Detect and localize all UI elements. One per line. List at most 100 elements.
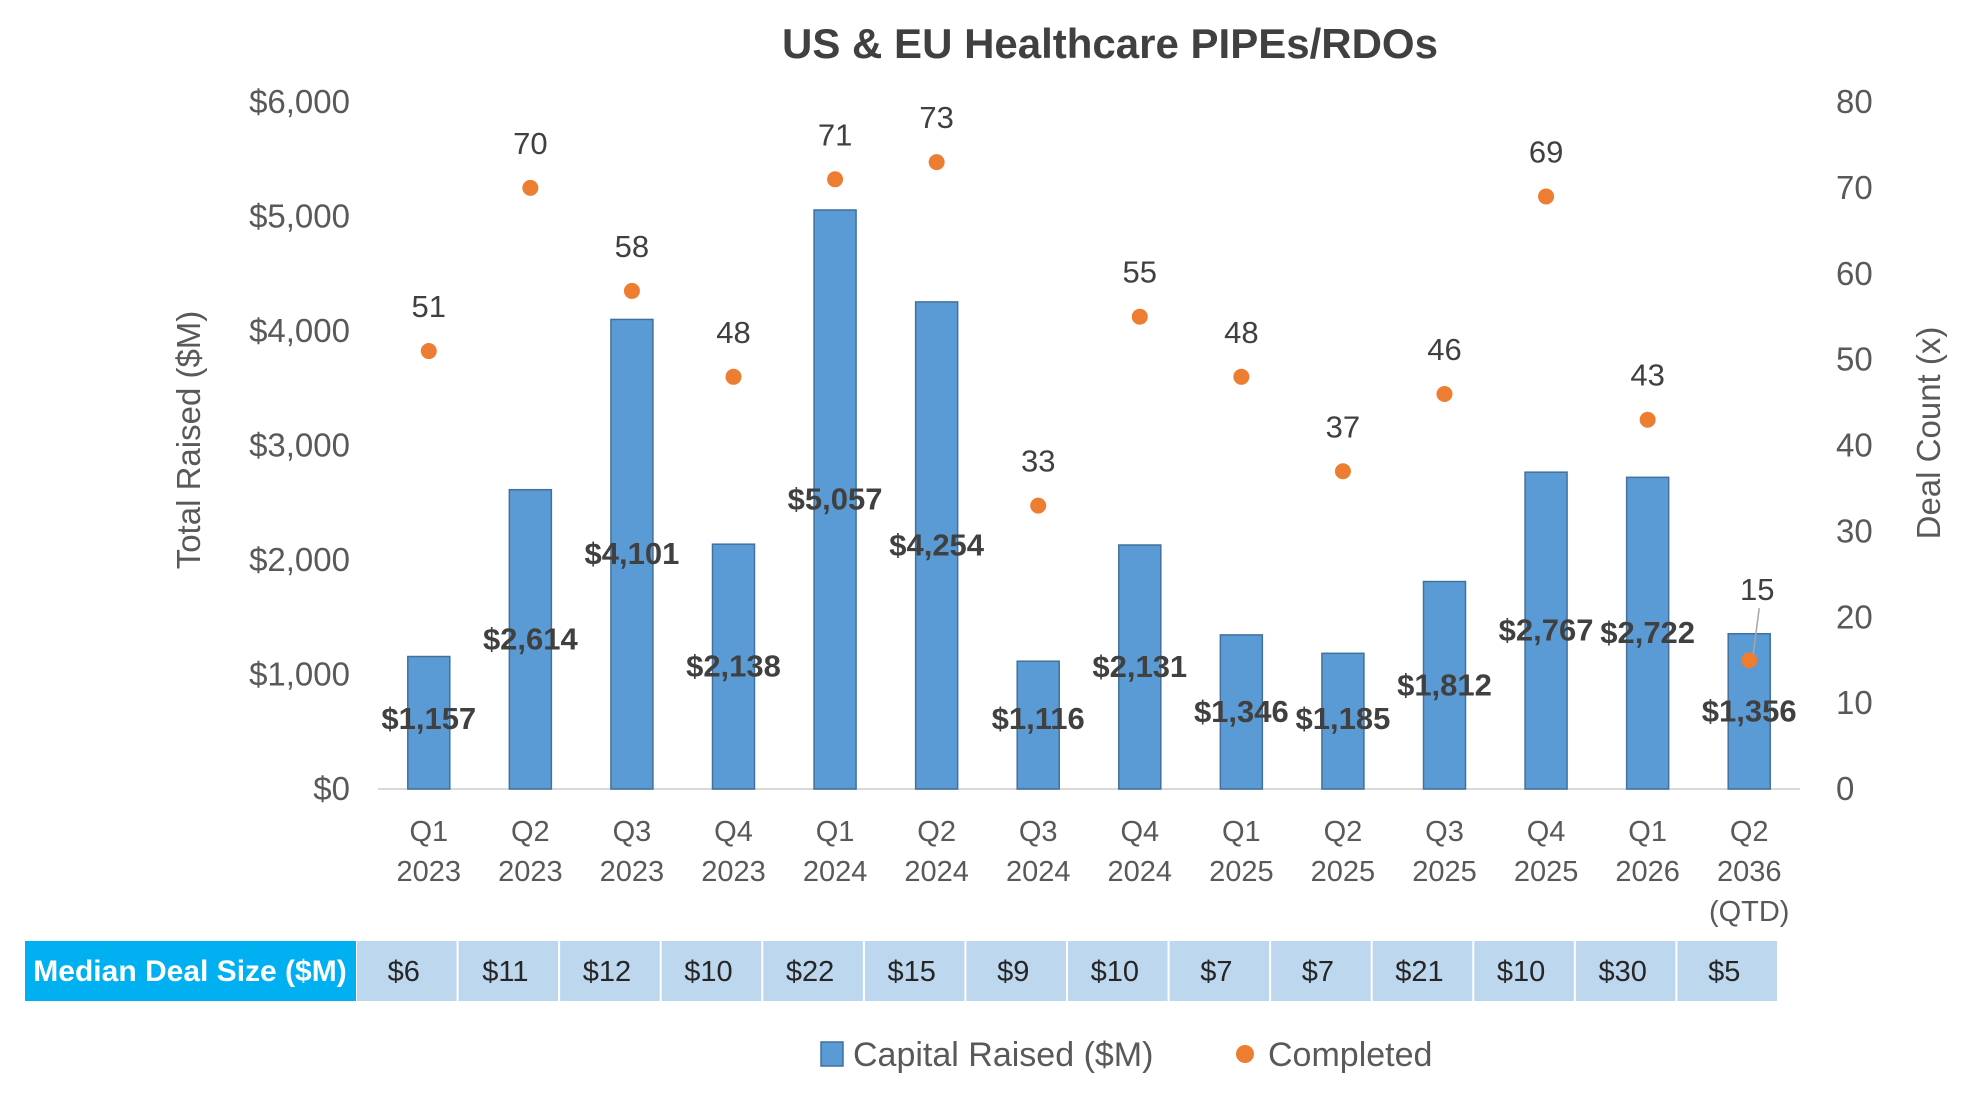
x-tick-line: Q3 bbox=[613, 816, 652, 848]
x-tick-line: Q3 bbox=[1019, 816, 1058, 848]
y2-axis-ticks: 0 10 20 30 40 50 60 70 80 bbox=[1836, 83, 1873, 807]
x-tick-line: 2023 bbox=[600, 856, 665, 888]
x-tick-label: Q4 2025 bbox=[1514, 816, 1579, 888]
x-tick-label: Q1 2026 bbox=[1615, 816, 1680, 888]
completed-data-label: 33 bbox=[1021, 444, 1055, 479]
x-tick-line: 2023 bbox=[498, 856, 563, 888]
bar-capital-raised bbox=[1016, 660, 1060, 790]
x-tick-line: 2036 bbox=[1717, 856, 1782, 888]
y-tick-label: $4,000 bbox=[249, 312, 350, 349]
bar-data-label: $2,131 bbox=[1092, 649, 1187, 684]
legend: Capital Raised ($M) Completed bbox=[820, 1036, 1432, 1074]
completed-data-label: 43 bbox=[1630, 358, 1664, 393]
y-tick-label: $6,000 bbox=[249, 83, 350, 120]
bar-data-label: $1,356 bbox=[1702, 693, 1797, 728]
y-tick-label: $1,000 bbox=[249, 656, 350, 693]
y-axis-ticks: $0 $1,000 $2,000 $3,000 $4,000 $5,000 $6,000 bbox=[249, 83, 350, 807]
median-table-cell bbox=[357, 941, 457, 1001]
x-tick-line: 2023 bbox=[397, 856, 462, 888]
median-table-cell bbox=[1372, 941, 1473, 1001]
median-table-value: $15 bbox=[887, 956, 935, 988]
bar-data-labels: $1,157 $2,614 $4,101 $2,138 $5,057$4,254 $1,1… bbox=[381, 481, 1796, 736]
completed-point bbox=[1233, 368, 1250, 385]
x-tick-line: (QTD) bbox=[1709, 896, 1790, 928]
x-tick-label: Q4 2024 bbox=[1108, 816, 1173, 888]
completed-point bbox=[1741, 652, 1758, 669]
y2-tick-label: 80 bbox=[1836, 83, 1873, 120]
median-table-value: $22 bbox=[786, 956, 834, 988]
median-table-value: $12 bbox=[583, 956, 631, 988]
completed-point bbox=[522, 179, 539, 196]
x-tick-line: 2025 bbox=[1514, 856, 1579, 888]
completed-data-label: 51 bbox=[412, 289, 446, 324]
x-tick-line: Q1 bbox=[1222, 816, 1261, 848]
x-tick-line: 2026 bbox=[1615, 856, 1680, 888]
y-tick-label: $3,000 bbox=[249, 427, 350, 464]
x-tick-line: Q4 bbox=[714, 816, 753, 848]
y-axis-title: Total Raised ($M) bbox=[170, 311, 207, 570]
bar-data-label: $1,116 bbox=[992, 701, 1085, 736]
median-table-cell bbox=[763, 941, 863, 1001]
bar-series bbox=[407, 209, 1771, 790]
median-table-cell bbox=[1271, 941, 1371, 1001]
median-table-header-cell bbox=[25, 941, 356, 1001]
chart-title: US & EU Healthcare PIPEs/RDOs bbox=[782, 20, 1438, 67]
bar-capital-raised bbox=[1625, 476, 1670, 790]
bar-capital-raised bbox=[1321, 652, 1365, 790]
completed-point bbox=[827, 171, 844, 188]
median-table-value: $6 bbox=[388, 956, 420, 988]
bar-data-label: $2,138 bbox=[686, 649, 781, 684]
bar-capital-raised bbox=[1219, 634, 1264, 790]
bar-capital-raised bbox=[1118, 544, 1162, 790]
x-tick-line: Q2 bbox=[511, 816, 550, 848]
bar-capital-raised bbox=[407, 655, 451, 790]
median-table-value: $7 bbox=[1302, 956, 1334, 988]
completed-data-label: 46 bbox=[1427, 332, 1461, 367]
x-tick-line: Q1 bbox=[1628, 816, 1667, 848]
bar-data-label: $1,185 bbox=[1296, 701, 1391, 736]
y-tick-label: $0 bbox=[313, 770, 350, 807]
x-tick-line: 2024 bbox=[1006, 856, 1071, 888]
y2-tick-label: 30 bbox=[1836, 512, 1873, 549]
completed-data-label: 48 bbox=[1224, 315, 1258, 350]
y-tick-label: $2,000 bbox=[249, 541, 350, 578]
legend-swatch-capital-raised bbox=[820, 1041, 844, 1067]
completed-data-label: 73 bbox=[919, 100, 953, 135]
x-tick-label: Q2 2025 bbox=[1311, 816, 1376, 888]
x-axis-ticks: Q1 2023 Q2 2023 Q3 2023 Q4 2023 Q1 2024 Q2 2024 Q3 20… bbox=[397, 816, 1790, 928]
median-table-value: $30 bbox=[1598, 956, 1646, 988]
bar-capital-raised bbox=[1524, 471, 1568, 790]
completed-point bbox=[1030, 497, 1047, 514]
y2-axis-title: Deal Count (x) bbox=[1910, 327, 1947, 540]
completed-data-label: 15 bbox=[1740, 572, 1774, 607]
x-tick-label: Q2 2023 bbox=[498, 816, 563, 888]
x-tick-label: Q4 2023 bbox=[701, 816, 766, 888]
x-tick-line: Q2 bbox=[1324, 816, 1363, 848]
x-tick-line: Q4 bbox=[1120, 816, 1159, 848]
x-tick-line: Q1 bbox=[816, 816, 855, 848]
completed-data-label: 69 bbox=[1529, 134, 1563, 169]
bar-data-label: $4,254 bbox=[889, 527, 985, 562]
x-tick-label: Q1 2023 bbox=[397, 816, 462, 888]
x-tick-line: 2025 bbox=[1412, 856, 1477, 888]
median-table-cell bbox=[966, 941, 1066, 1001]
median-table-cell bbox=[1169, 941, 1270, 1001]
x-tick-line: Q3 bbox=[1425, 816, 1464, 848]
completed-data-label: 37 bbox=[1326, 409, 1360, 444]
bar-data-label: $4,101 bbox=[585, 536, 680, 571]
median-table-value: $7 bbox=[1200, 956, 1232, 988]
x-tick-label: Q1 2024 bbox=[803, 816, 868, 888]
median-table-value: $10 bbox=[684, 956, 732, 988]
median-table-value: $9 bbox=[997, 956, 1029, 988]
legend-label-capital-raised: Capital Raised ($M) bbox=[853, 1036, 1153, 1074]
y2-tick-label: 70 bbox=[1836, 169, 1873, 206]
y2-tick-label: 40 bbox=[1836, 427, 1873, 464]
bar-data-label: $1,346 bbox=[1194, 694, 1289, 729]
x-tick-line: 2024 bbox=[1108, 856, 1173, 888]
y2-tick-label: 0 bbox=[1836, 770, 1854, 807]
x-tick-line: Q4 bbox=[1527, 816, 1566, 848]
y2-tick-label: 50 bbox=[1836, 341, 1873, 378]
bar-capital-raised bbox=[610, 318, 654, 790]
